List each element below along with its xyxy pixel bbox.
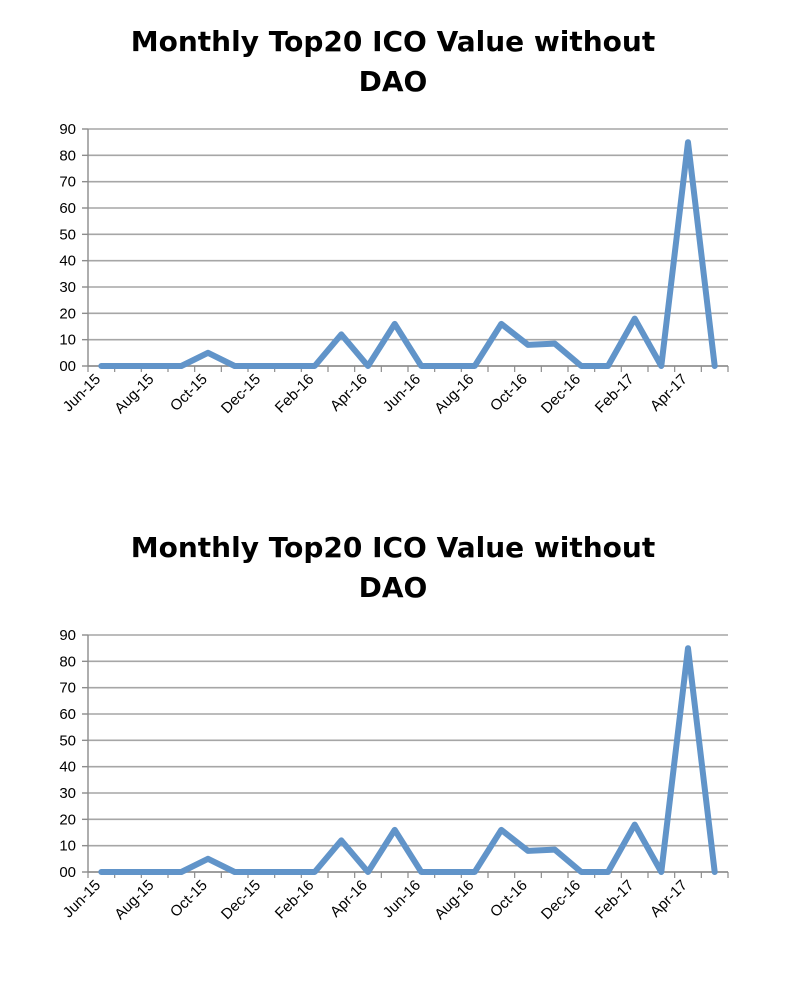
x-tick-label: Jun-15: [60, 371, 104, 415]
y-tick-label: 40: [59, 253, 76, 270]
y-tick-label: 50: [59, 226, 76, 243]
y-tick-label: 80: [59, 147, 76, 164]
y-tick-label: 20: [59, 811, 76, 828]
x-tick-label: Oct-15: [167, 877, 211, 921]
y-tick-label: 30: [59, 279, 76, 296]
y-tick-label: 00: [59, 358, 76, 375]
y-tick-label: 90: [59, 121, 76, 138]
x-tick-label: Aug-15: [111, 877, 157, 923]
x-tick-label: Dec-15: [218, 371, 264, 417]
x-tick-label: Feb-17: [592, 371, 638, 417]
x-tick-label: Aug-15: [111, 371, 157, 417]
x-tick-label: Feb-16: [272, 371, 318, 417]
y-tick-label: 40: [59, 759, 76, 776]
y-tick-label: 20: [59, 305, 76, 322]
x-tick-label: Jun-16: [380, 371, 424, 415]
x-tick-label: Dec-16: [538, 371, 584, 417]
series-line: [101, 648, 714, 872]
x-tick-label: Oct-15: [167, 371, 211, 415]
x-tick-label: Jun-16: [380, 877, 424, 921]
y-tick-label: 00: [59, 864, 76, 881]
x-tick-label: Apr-16: [327, 877, 371, 921]
x-tick-label: Feb-16: [272, 877, 318, 923]
y-tick-label: 50: [59, 732, 76, 749]
x-tick-label: Dec-16: [538, 877, 584, 923]
x-tick-label: Apr-17: [647, 371, 691, 415]
y-tick-label: 10: [59, 332, 76, 349]
y-tick-label: 10: [59, 838, 76, 855]
y-tick-label: 30: [59, 785, 76, 802]
y-tick-label: 60: [59, 706, 76, 723]
x-tick-label: Oct-16: [487, 371, 531, 415]
x-tick-label: Aug-16: [431, 877, 477, 923]
y-tick-label: 60: [59, 200, 76, 217]
x-tick-label: Oct-16: [487, 877, 531, 921]
x-tick-label: Aug-16: [431, 371, 477, 417]
x-tick-label: Apr-16: [327, 371, 371, 415]
series-line: [101, 142, 714, 366]
x-tick-label: Apr-17: [647, 877, 691, 921]
x-tick-label: Dec-15: [218, 877, 264, 923]
x-tick-label: Jun-15: [60, 877, 104, 921]
y-tick-label: 90: [59, 627, 76, 644]
y-tick-label: 80: [59, 653, 76, 670]
y-tick-label: 70: [59, 174, 76, 191]
x-tick-label: Feb-17: [592, 877, 638, 923]
y-tick-label: 70: [59, 680, 76, 697]
